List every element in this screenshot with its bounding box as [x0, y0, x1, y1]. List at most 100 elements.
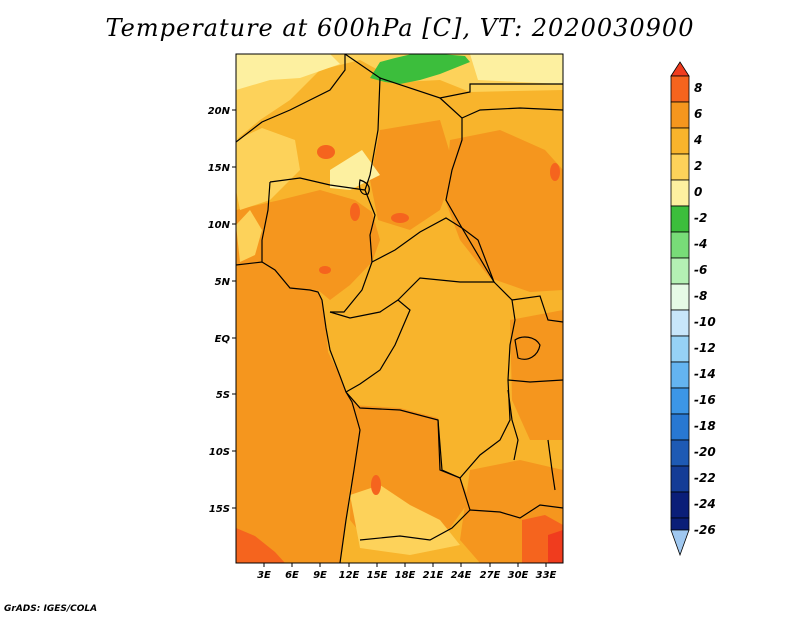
border-car — [371, 217, 496, 301]
lon-label: 6E — [285, 570, 299, 581]
colorbar-label: -10 — [694, 315, 716, 329]
lat-label: 10N — [208, 220, 231, 231]
border-drc-south — [345, 391, 461, 479]
border-libya-niger — [344, 54, 563, 99]
country-borders — [236, 54, 563, 563]
colorbar-swatch — [670, 309, 690, 337]
lat-axis: 20N 15N 10N 5N EQ 5S 10S 15S — [208, 106, 236, 515]
lon-label: 3E — [257, 570, 271, 581]
colorbar-label: 0 — [694, 185, 702, 199]
border-algeria-mali — [236, 54, 346, 143]
colorbar-swatch — [670, 465, 690, 493]
colorbar-swatch — [670, 387, 690, 415]
colorbar-swatch — [670, 413, 690, 441]
colorbar-swatch — [670, 439, 690, 467]
lon-label: 15E — [367, 570, 388, 581]
border-chad-sudan — [439, 97, 495, 283]
lon-label: 33E — [536, 570, 557, 581]
colorbar-label: -20 — [694, 445, 716, 459]
border-tanzania — [507, 379, 563, 383]
field-westafrica — [236, 190, 380, 300]
field-cold-north — [236, 54, 340, 90]
credit-label: GrADS: IGES/COLA — [4, 604, 98, 614]
colorbar-label: 4 — [693, 133, 702, 147]
field-eastafrica — [510, 310, 563, 440]
field-cold-sahel — [330, 150, 380, 190]
colorbar-label: -2 — [694, 211, 707, 225]
field-hot-southwest — [236, 528, 285, 563]
field-cool-west — [236, 210, 262, 262]
lat-label: EQ — [215, 334, 231, 345]
colorbar-swatch — [670, 153, 690, 181]
colorbar-swatch — [670, 517, 690, 531]
colorbar-label: 8 — [694, 81, 702, 95]
border-nigeria — [261, 181, 271, 262]
colorbar — [670, 61, 690, 557]
border-angola-zambia — [359, 419, 471, 541]
colorbar-swatch-bottom — [670, 529, 690, 557]
colorbar-label: 6 — [694, 107, 702, 121]
lon-axis: 3E 6E 9E 12E 15E 18E 21E 24E 27E 30E 33E — [257, 563, 557, 581]
border-mali-niger — [269, 177, 366, 191]
map-frame — [235, 53, 564, 564]
field-hot-spot-3 — [391, 213, 409, 223]
colorbar-swatch — [670, 231, 690, 259]
colorbar-label: -6 — [694, 263, 707, 277]
field-cool-mali — [236, 128, 300, 210]
colorbar-labels: 8 6 4 2 0 -2 -4 -6 -8 -10 -12 -14 -16 -1… — [693, 81, 716, 537]
field-hot-spot-6 — [371, 475, 381, 495]
border-sudan-ethiopia — [461, 107, 563, 119]
colorbar-swatch — [670, 101, 690, 129]
lat-label: 20N — [208, 106, 231, 117]
field-hot-spot-2 — [350, 203, 360, 221]
lake-tanganyika — [507, 389, 519, 461]
lon-label: 9E — [313, 570, 327, 581]
colorbar-swatch — [670, 335, 690, 363]
colorbar-swatch — [670, 491, 690, 519]
field-green-patch — [370, 54, 470, 84]
colorbar-label: -26 — [694, 523, 716, 537]
colorbar-label: -22 — [694, 471, 716, 485]
field-cold-northeast — [470, 54, 563, 84]
lat-label: 15S — [209, 504, 230, 515]
colorbar-swatch — [670, 179, 690, 207]
lake-malawi — [547, 439, 556, 491]
border-niger-chad — [364, 77, 381, 191]
border-congo — [329, 299, 411, 393]
map-title: Temperature at 600hPa [C], VT: 202003090… — [105, 14, 695, 42]
lon-label: 12E — [339, 570, 360, 581]
colorbar-label: -4 — [694, 237, 707, 251]
colorbar-label: 2 — [694, 159, 702, 173]
colorbar-label: -12 — [694, 341, 716, 355]
lake-victoria — [514, 336, 541, 360]
colorbar-swatch — [670, 75, 690, 103]
colorbar-swatch — [670, 127, 690, 155]
lon-label: 21E — [423, 570, 444, 581]
border-zambia-moz — [469, 504, 563, 519]
lat-label: 10S — [209, 447, 230, 458]
colorbar-label: -18 — [694, 419, 716, 433]
colorbar-label: -8 — [694, 289, 707, 303]
lon-label: 24E — [451, 570, 472, 581]
lat-label: 15N — [208, 163, 231, 174]
lon-label: 18E — [395, 570, 416, 581]
colorbar-swatch — [670, 257, 690, 285]
colorbar-label: -24 — [694, 497, 716, 511]
field-chad — [370, 120, 455, 230]
colorbar-swatch-top — [670, 61, 690, 77]
lat-label: 5N — [215, 277, 231, 288]
field-hot-spot-1 — [317, 145, 335, 159]
field-atlantic — [236, 262, 360, 563]
border-uganda-kenya — [511, 295, 563, 323]
lon-label: 30E — [508, 570, 529, 581]
colorbar-swatch — [670, 205, 690, 233]
lon-label: 27E — [480, 570, 501, 581]
coastline-west — [236, 261, 361, 563]
colorbar-label: -14 — [694, 367, 716, 381]
lake-chad — [358, 179, 370, 195]
colorbar-swatch — [670, 361, 690, 389]
field-cool-south — [350, 485, 460, 555]
colorbar-swatch — [670, 283, 690, 311]
field-hot-small-southeast — [548, 530, 563, 563]
